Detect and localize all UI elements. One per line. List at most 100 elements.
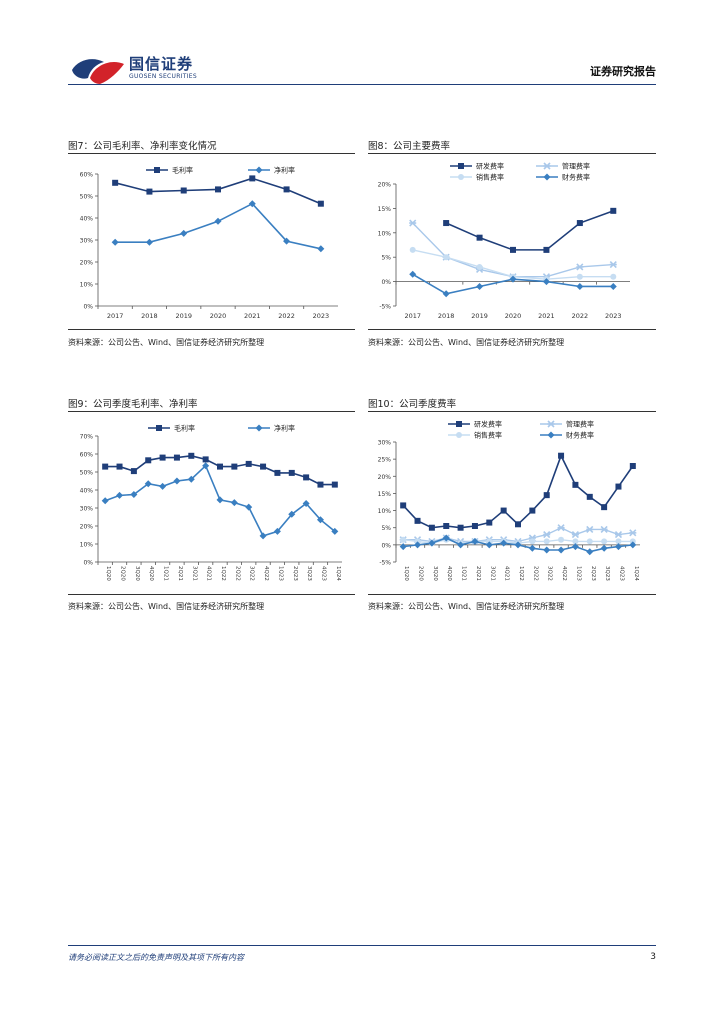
chart9-x-tick-label: 3Q23 <box>306 566 312 581</box>
guosen-logo-icon <box>72 59 124 84</box>
chart8-x-tick-label: 2023 <box>605 312 622 320</box>
page-number: 3 <box>650 952 656 962</box>
chart7-point-0 <box>215 186 221 193</box>
chart9-x-tick-label: 4Q23 <box>320 566 326 581</box>
chart8-point-1 <box>576 263 584 271</box>
chart10-point-3 <box>500 539 508 547</box>
chart10-point-1 <box>614 531 623 539</box>
chart9-x-tick-label: 1Q21 <box>163 566 169 581</box>
chart8-point-3 <box>509 275 517 283</box>
chart8-legend-marker-1 <box>543 162 551 170</box>
chart8-point-3 <box>442 290 450 298</box>
chart8-legend-label-2: 销售费率 <box>476 173 504 182</box>
chart10-point-2 <box>615 538 622 545</box>
chart8-point-2 <box>576 273 583 280</box>
chart10-legend-label-0: 研发费率 <box>474 420 502 429</box>
chart10-point-2 <box>529 538 536 545</box>
chart10-point-3 <box>557 546 565 554</box>
chart8-point-1 <box>609 260 617 269</box>
chart9-x-tick-label: 4Q20 <box>148 566 154 581</box>
chart9-point-0 <box>188 452 195 459</box>
chart9-y-tick-label: 70% <box>80 434 94 441</box>
chart8-point-0 <box>576 220 583 227</box>
chart10-point-0 <box>400 502 407 509</box>
chart9-point-0 <box>288 469 295 476</box>
chart8-legend-marker-0 <box>458 163 464 169</box>
chart8-y-tick-label: 20% <box>378 182 392 189</box>
chart9-point-0 <box>260 463 267 470</box>
chart8-point-3 <box>542 278 550 286</box>
figure-10-title: 图10：公司季度费率 <box>368 399 457 410</box>
figure-7-chart: 0% 10% 20% 30% 40% 50% 60% 2017 2018 2019 2020 2021… <box>80 166 338 320</box>
chart9-point-1 <box>159 482 167 490</box>
chart9-x-tick-label: 1Q22 <box>220 566 226 581</box>
chart9-point-1 <box>202 462 210 470</box>
chart7-point-0 <box>180 187 187 194</box>
chart10-y-tick-label: 30% <box>378 440 392 447</box>
figure-8-source: 资料来源：公司公告、Wind、国信证券经济研究所整理 <box>368 338 565 347</box>
disclaimer-text: 请务必阅读正文之后的免责声明及其项下所有内容 <box>68 953 244 962</box>
chart9-point-1 <box>144 480 152 488</box>
chart10-y-tick-label: 5% <box>381 525 391 532</box>
chart7-x-tick-label: 2019 <box>175 312 192 320</box>
chart7-point-1 <box>214 217 222 225</box>
chart10-point-1 <box>586 525 594 533</box>
chart10-point-1 <box>543 531 551 539</box>
chart10-x-tick-label: 3Q21 <box>489 566 495 581</box>
chart10-x-tick-label: 4Q21 <box>504 566 510 581</box>
chart10-series-line-1 <box>403 526 633 543</box>
chart8-y-tick-label: 5% <box>381 255 391 262</box>
chart10-point-3 <box>428 539 436 547</box>
chart10-y-tick-label: 25% <box>378 457 392 464</box>
chart10-point-3 <box>485 541 493 549</box>
chart9-x-tick-label: 1Q24 <box>335 566 341 581</box>
chart10-point-3 <box>571 543 579 551</box>
chart10-point-3 <box>543 546 551 554</box>
chart9-legend-marker-0 <box>156 425 162 431</box>
figure-8-chart: -5% 0% 5% 10% 15% 20% 2017 2018 2019 2020 2021 2022… <box>378 162 630 320</box>
chart9-y-tick-label: 40% <box>80 488 94 495</box>
chart8-point-2 <box>443 254 450 261</box>
chart9-x-tick-label: 3Q21 <box>191 566 197 581</box>
chart10-point-0 <box>572 481 579 488</box>
chart9-point-1 <box>273 527 281 535</box>
chart9-y-tick-label: 10% <box>80 542 94 549</box>
chart8-point-0 <box>610 207 617 214</box>
chart10-point-0 <box>543 492 550 499</box>
chart7-legend-marker-0 <box>154 167 160 173</box>
chart10-point-3 <box>399 543 407 551</box>
chart8-point-2 <box>476 263 483 270</box>
chart8-point-3 <box>576 282 584 290</box>
chart10-point-0 <box>558 452 565 459</box>
chart10-point-3 <box>600 544 608 552</box>
chart10-point-0 <box>529 507 536 514</box>
chart10-x-tick-label: 1Q23 <box>575 566 581 581</box>
chart9-y-tick-label: 30% <box>80 506 94 513</box>
chart7-legend-label-0: 毛利率 <box>172 166 193 175</box>
chart10-point-0 <box>443 523 450 529</box>
chart9-point-1 <box>230 499 238 507</box>
chart7-y-tick-label: 60% <box>80 172 94 179</box>
chart10-x-tick-label: 3Q23 <box>604 566 610 581</box>
chart8-point-0 <box>443 220 450 227</box>
chart10-point-0 <box>471 523 478 529</box>
chart9-x-tick-label: 1Q20 <box>105 566 111 581</box>
chart7-x-tick-label: 2021 <box>244 312 261 320</box>
chart7-point-1 <box>180 229 188 237</box>
header-divider <box>68 84 656 85</box>
chart7-point-0 <box>283 186 290 193</box>
chart7-point-1 <box>145 238 153 246</box>
figure-9-bottom-rule <box>68 594 355 595</box>
chart7-point-0 <box>112 179 119 186</box>
chart10-point-3 <box>614 543 622 551</box>
chart9-legend-marker-1 <box>255 424 263 432</box>
chart10-x-tick-label: 1Q22 <box>518 566 524 581</box>
chart9-x-tick-label: 2Q22 <box>234 566 240 581</box>
figure-9-chart: 0% 10% 20% 30% 40% 50% 60% 70% 1Q20 2Q20 3Q20 4Q20 1… <box>80 424 342 581</box>
figure-7-bottom-rule <box>68 329 355 330</box>
chart10-point-2 <box>400 536 407 543</box>
figure-10-chart: -5% 0% 5% 10% 15% 20% 25% 30% 1Q20 2Q20 3Q20 4Q20 1Q… <box>378 420 640 581</box>
chart7-point-1 <box>317 245 325 253</box>
chart9-y-tick-label: 50% <box>80 470 94 477</box>
chart8-point-0 <box>476 234 483 241</box>
